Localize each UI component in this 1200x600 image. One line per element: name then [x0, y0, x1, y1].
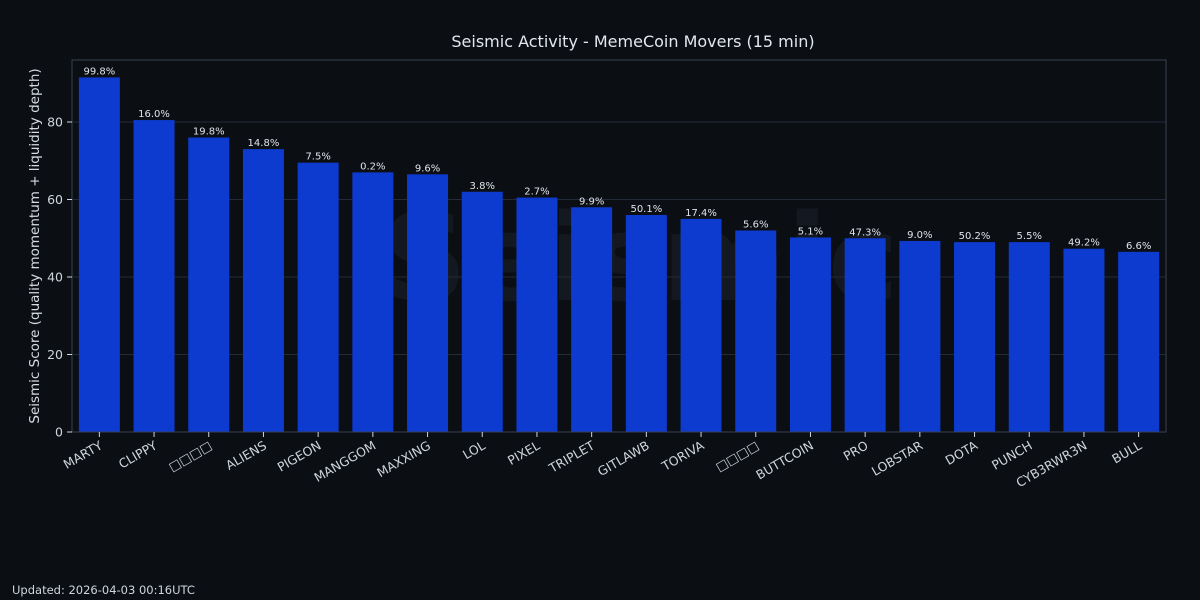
- updated-timestamp: Updated: 2026-04-03 00:16UTC: [12, 583, 195, 597]
- bar-data-label: 6.6%: [1126, 241, 1151, 252]
- x-tick-label: CLIPPY: [116, 437, 160, 471]
- axes: [71, 59, 1167, 433]
- x-tick-label: MARTY: [61, 437, 106, 471]
- x-tick-label: BUTTCOIN: [753, 438, 816, 483]
- x-tick-label: BULL: [1109, 438, 1144, 467]
- bar-data-label: 7.5%: [305, 152, 330, 163]
- bar: [625, 215, 667, 432]
- bar-data-label: 3.8%: [470, 181, 495, 192]
- x-tick-label: GITLAWB: [595, 438, 652, 480]
- bar-data-label: 99.8%: [83, 66, 115, 77]
- bar: [516, 197, 558, 432]
- x-tick-label: ALIENS: [223, 438, 269, 473]
- bar: [78, 77, 120, 432]
- y-tick-label: 60: [47, 192, 63, 207]
- bar-data-label: 17.4%: [685, 208, 717, 219]
- bar-data-label: 9.0%: [907, 230, 932, 241]
- y-tick-label: 80: [47, 115, 63, 130]
- x-tick-label: MANGGOM: [311, 438, 378, 485]
- bar: [1063, 248, 1105, 432]
- bar: [1008, 242, 1050, 432]
- x-ticks: MARTY CLIPPY □□□□ ALIENS PIGEONMANGGOMMAXXIN…: [61, 432, 1144, 490]
- bar-data-label: 9.6%: [415, 163, 440, 174]
- data-labels: 99.8% 16.0% 19.8% 14.8% 7.5% 0.2% 9.6% 3.8% 2.7%…: [83, 66, 1151, 251]
- bar: [954, 242, 996, 432]
- bar: [899, 240, 941, 432]
- bar-data-label: 14.8%: [248, 138, 280, 149]
- bar: [1118, 251, 1160, 432]
- x-tick-label: □□□□: [166, 438, 214, 475]
- bar-data-label: 49.2%: [1068, 238, 1100, 249]
- y-tick-label: 20: [47, 347, 63, 362]
- x-tick-label: LOL: [460, 438, 488, 463]
- gridlines: [72, 121, 1166, 433]
- x-tick-label: PIXEL: [505, 438, 543, 468]
- x-tick-label: DOTA: [943, 437, 981, 468]
- bar-data-label: 50.2%: [959, 231, 991, 242]
- x-tick-label: PUNCH: [989, 438, 1035, 473]
- bar: [735, 230, 777, 432]
- bar: [789, 237, 831, 432]
- bars: [78, 77, 1160, 432]
- bar: [297, 162, 339, 432]
- chart-title: Seismic Activity - MemeCoin Movers (15 m…: [451, 32, 814, 51]
- bar-data-label: 19.8%: [193, 127, 225, 138]
- x-tick-label: TORIVA: [658, 437, 707, 474]
- bar-data-label: 5.1%: [798, 226, 823, 237]
- bar-data-label: 16.0%: [138, 109, 170, 120]
- bar-data-label: 47.3%: [849, 227, 881, 238]
- bar: [407, 174, 449, 432]
- x-tick-label: LOBSTAR: [869, 437, 926, 478]
- bar: [571, 207, 613, 432]
- bar-data-label: 50.1%: [630, 204, 662, 215]
- bar: [133, 120, 175, 432]
- bar-data-label: 0.2%: [360, 161, 385, 172]
- bar: [680, 218, 722, 432]
- plot-frame: [71, 59, 1167, 433]
- x-tick-label: TRIPLET: [545, 437, 597, 476]
- bar-data-label: 2.7%: [524, 187, 549, 198]
- y-ticks: 0 20 40 60 80: [47, 115, 72, 440]
- x-tick-label: PRO: [841, 438, 871, 464]
- updated-value: 2026-04-03 00:16UTC: [68, 583, 195, 597]
- updated-label: Updated:: [12, 583, 65, 597]
- bar: [242, 149, 284, 432]
- x-tick-label: MAXXING: [374, 438, 433, 481]
- bar-data-label: 5.5%: [1017, 231, 1042, 242]
- bar: [352, 172, 394, 432]
- bar: [461, 191, 503, 432]
- y-tick-label: 0: [55, 425, 63, 440]
- y-axis-label: Seismic Score (quality momentum + liquid…: [27, 68, 43, 423]
- bar: [844, 238, 886, 432]
- bar-data-label: 9.9%: [579, 196, 604, 207]
- bar: [188, 137, 230, 432]
- bar-data-label: 5.6%: [743, 220, 768, 231]
- y-tick-label: 40: [47, 270, 63, 285]
